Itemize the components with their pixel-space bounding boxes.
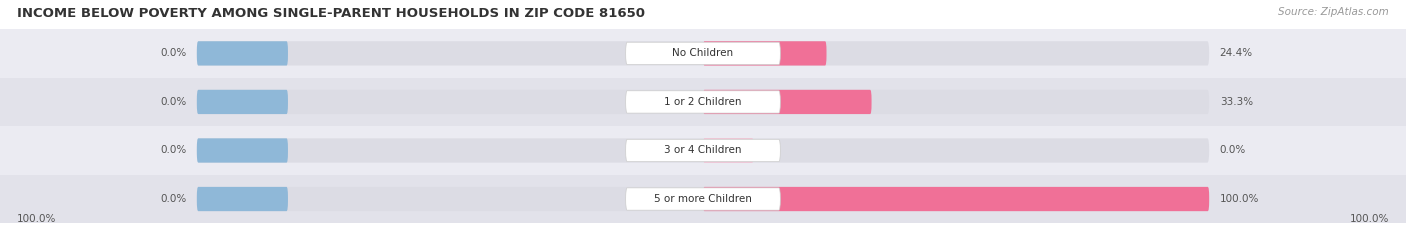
FancyBboxPatch shape [197,138,1209,163]
FancyBboxPatch shape [197,41,1209,65]
Text: No Children: No Children [672,48,734,58]
Text: Source: ZipAtlas.com: Source: ZipAtlas.com [1278,7,1389,17]
Text: 0.0%: 0.0% [160,48,186,58]
Text: 33.3%: 33.3% [1219,97,1253,107]
Text: 0.0%: 0.0% [160,97,186,107]
Bar [0,175,1406,223]
Text: 0.0%: 0.0% [160,145,186,155]
Text: 0.0%: 0.0% [160,194,186,204]
Bar [0,29,1406,78]
FancyBboxPatch shape [197,187,288,211]
FancyBboxPatch shape [197,90,288,114]
Text: 1 or 2 Children: 1 or 2 Children [664,97,742,107]
FancyBboxPatch shape [626,91,780,113]
Text: 3 or 4 Children: 3 or 4 Children [664,145,742,155]
Text: 5 or more Children: 5 or more Children [654,194,752,204]
FancyBboxPatch shape [626,42,780,65]
Bar [0,78,1406,126]
Text: INCOME BELOW POVERTY AMONG SINGLE-PARENT HOUSEHOLDS IN ZIP CODE 81650: INCOME BELOW POVERTY AMONG SINGLE-PARENT… [17,7,645,20]
FancyBboxPatch shape [626,139,780,162]
Bar [0,126,1406,175]
FancyBboxPatch shape [703,138,754,163]
FancyBboxPatch shape [703,41,827,65]
FancyBboxPatch shape [197,138,288,163]
Text: 100.0%: 100.0% [17,214,56,224]
FancyBboxPatch shape [703,90,872,114]
FancyBboxPatch shape [197,187,1209,211]
FancyBboxPatch shape [626,188,780,210]
FancyBboxPatch shape [197,90,1209,114]
FancyBboxPatch shape [197,41,288,65]
Text: 24.4%: 24.4% [1219,48,1253,58]
Text: 0.0%: 0.0% [1219,145,1246,155]
FancyBboxPatch shape [703,187,1209,211]
Text: 100.0%: 100.0% [1219,194,1260,204]
Text: 100.0%: 100.0% [1350,214,1389,224]
